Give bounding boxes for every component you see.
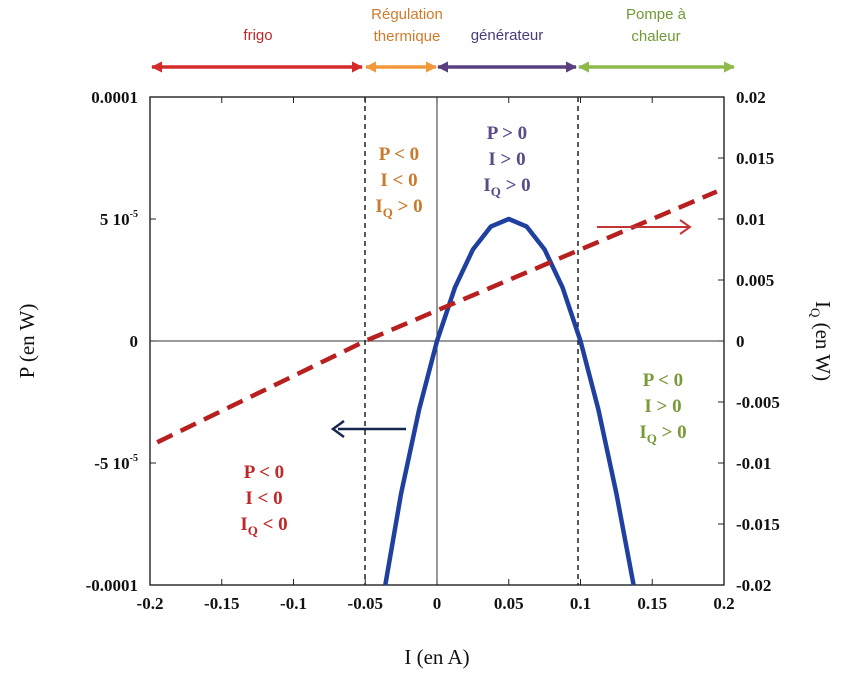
y-right-tick-label: -0.02 [736,576,771,595]
region-label-pompe-line2: chaleur [631,28,680,45]
condition-line: IQ > 0 [639,422,686,446]
region-label-generateur: générateur [471,27,544,44]
condition-line: I > 0 [488,149,525,170]
condition-line: I > 0 [644,396,681,417]
y-right-tick-label: 0.015 [736,149,774,168]
condition-line: IQ < 0 [240,514,287,538]
condition-block-regulation: P < 0 I < 0 IQ > 0 [375,144,422,220]
condition-block-frigo: P < 0 I < 0 IQ < 0 [240,462,287,538]
x-tick-label: 0.15 [637,594,667,613]
y-right-title-main: I [811,301,835,308]
y-left-ticks: 0.0001 5 10-5 0 -5 10-5 -0.0001 [86,88,156,595]
y-right-title-sub: Q [808,308,823,318]
y-right-tick-label: 0.005 [736,271,774,290]
y-left-tick-label: 5 10-5 [100,209,138,229]
y-left-tick-label: -0.0001 [86,576,138,595]
series-layer [156,189,718,586]
x-tick-label: -0.1 [280,594,307,613]
region-label-regulation-line2: thermique [374,28,441,45]
region-label-frigo: frigo [243,27,272,44]
y-right-title-tail: (en W) [811,317,835,381]
x-tick-label: 0 [433,594,442,613]
x-tick-label: 0.2 [713,594,734,613]
y-right-axis-title: IQ (en W) [808,301,835,381]
region-label-regulation: Régulation thermique [371,6,443,45]
condition-line: P > 0 [487,123,527,144]
x-tick-label: 0.1 [570,594,591,613]
y-right-tick-label: -0.005 [736,393,780,412]
condition-line: I < 0 [245,488,282,509]
y-right-tick-label: 0.02 [736,88,766,107]
x-tick-label: 0.05 [494,594,524,613]
y-right-tick-label: 0.01 [736,210,766,229]
y-left-tick-label: -5 10-5 [94,453,138,473]
x-tick-label: -0.15 [204,594,239,613]
y-right-tick-label: -0.015 [736,515,780,534]
x-tick-label: -0.2 [137,594,164,613]
condition-line: I < 0 [380,170,417,191]
arrow-to-right-axis [597,219,692,235]
y-left-axis-title: P (en W) [15,304,39,379]
condition-line: P < 0 [244,462,284,483]
y-right-tick-label: -0.01 [736,454,771,473]
region-label-pompe: Pompe à chaleur [626,6,687,45]
y-right-tick-label: 0 [736,332,745,351]
x-tick-label: -0.05 [348,594,383,613]
region-label-pompe-line1: Pompe à [626,6,687,23]
condition-line: IQ > 0 [483,175,530,199]
condition-block-generateur: P > 0 I > 0 IQ > 0 [483,123,530,199]
condition-block-pompe: P < 0 I > 0 IQ > 0 [639,370,686,446]
x-axis-title: I (en A) [404,645,469,669]
condition-line: IQ > 0 [375,196,422,220]
y-left-tick-label: 0.0001 [91,88,138,107]
y-right-ticks: 0.02 0.015 0.01 0.005 0 -0.005 -0.01 -0.015 -0.0… [718,88,780,595]
x-ticks: -0.2 -0.15 -0.1 -0.05 0 0.05 0.1 0.15 0.2 [137,97,735,613]
arrow-to-left-axis [330,419,406,439]
series-power-curve [383,216,636,586]
y-left-tick-label: 0 [130,332,139,351]
condition-line: P < 0 [379,144,419,165]
condition-line: P < 0 [643,370,683,391]
region-label-regulation-line1: Régulation [371,6,443,23]
region-banner: frigo Régulation thermique générateur Pom… [150,6,736,73]
